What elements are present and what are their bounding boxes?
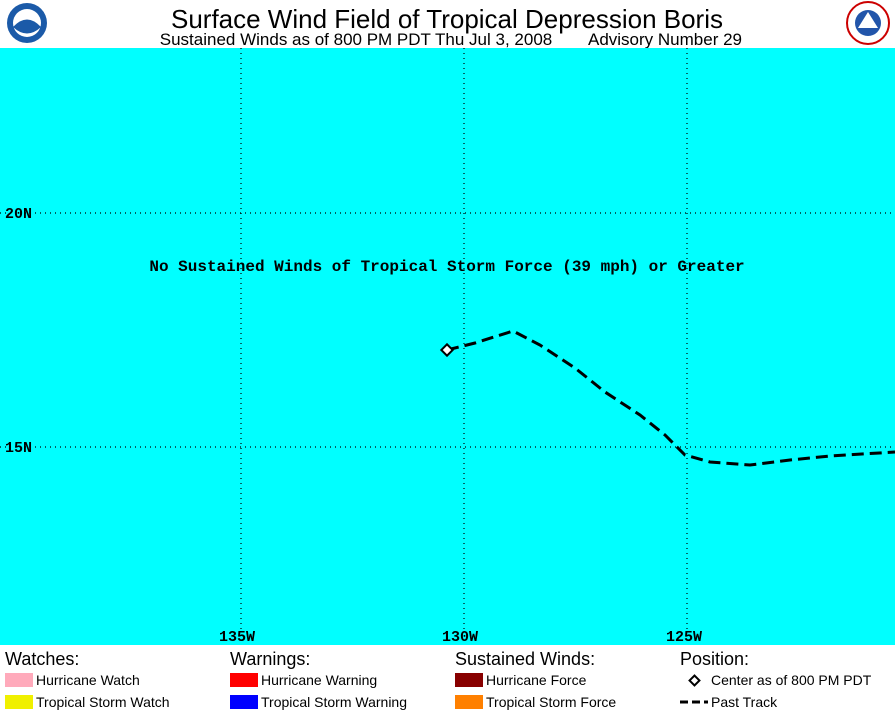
legend: Watches: Hurricane Watch Tropical Storm Wa…: [5, 649, 872, 710]
lat-label: 15N: [5, 440, 32, 457]
legend-swatch: [5, 673, 33, 687]
legend-label: Center as of 800 PM PDT: [711, 672, 872, 688]
legend-label: Tropical Storm Force: [486, 694, 616, 710]
legend-label: Hurricane Watch: [36, 672, 140, 688]
legend-label: Tropical Storm Watch: [36, 694, 170, 710]
storm-center: [439, 342, 455, 358]
legend-swatch: [230, 673, 258, 687]
legend-heading: Warnings:: [230, 649, 310, 669]
advisory: Advisory Number 29: [588, 30, 742, 49]
legend-swatch: [230, 695, 258, 709]
legend-heading: Position:: [680, 649, 749, 669]
legend-label: Tropical Storm Warning: [261, 694, 407, 710]
nws-logo: [846, 1, 890, 45]
lat-label: 20N: [5, 206, 32, 223]
graticule: [0, 48, 895, 630]
legend-swatch: [455, 673, 483, 687]
lon-label: 135W: [219, 629, 255, 646]
legend-diamond: [688, 674, 701, 687]
legend-swatch: [455, 695, 483, 709]
lon-label: 130W: [442, 629, 478, 646]
legend-label: Hurricane Force: [486, 672, 587, 688]
past-track: [446, 329, 895, 467]
legend-heading: Watches:: [5, 649, 79, 669]
legend-label: Hurricane Warning: [261, 672, 377, 688]
annotation: No Sustained Winds of Tropical Storm For…: [149, 258, 744, 276]
legend-swatch: [5, 695, 33, 709]
legend-label: Past Track: [711, 694, 778, 710]
lon-label: 125W: [666, 629, 702, 646]
legend-heading: Sustained Winds:: [455, 649, 595, 669]
noaa-logo: [7, 3, 47, 43]
title: Surface Wind Field of Tropical Depressio…: [171, 4, 723, 34]
subtitle: Sustained Winds as of 800 PM PDT Thu Jul…: [160, 30, 552, 49]
